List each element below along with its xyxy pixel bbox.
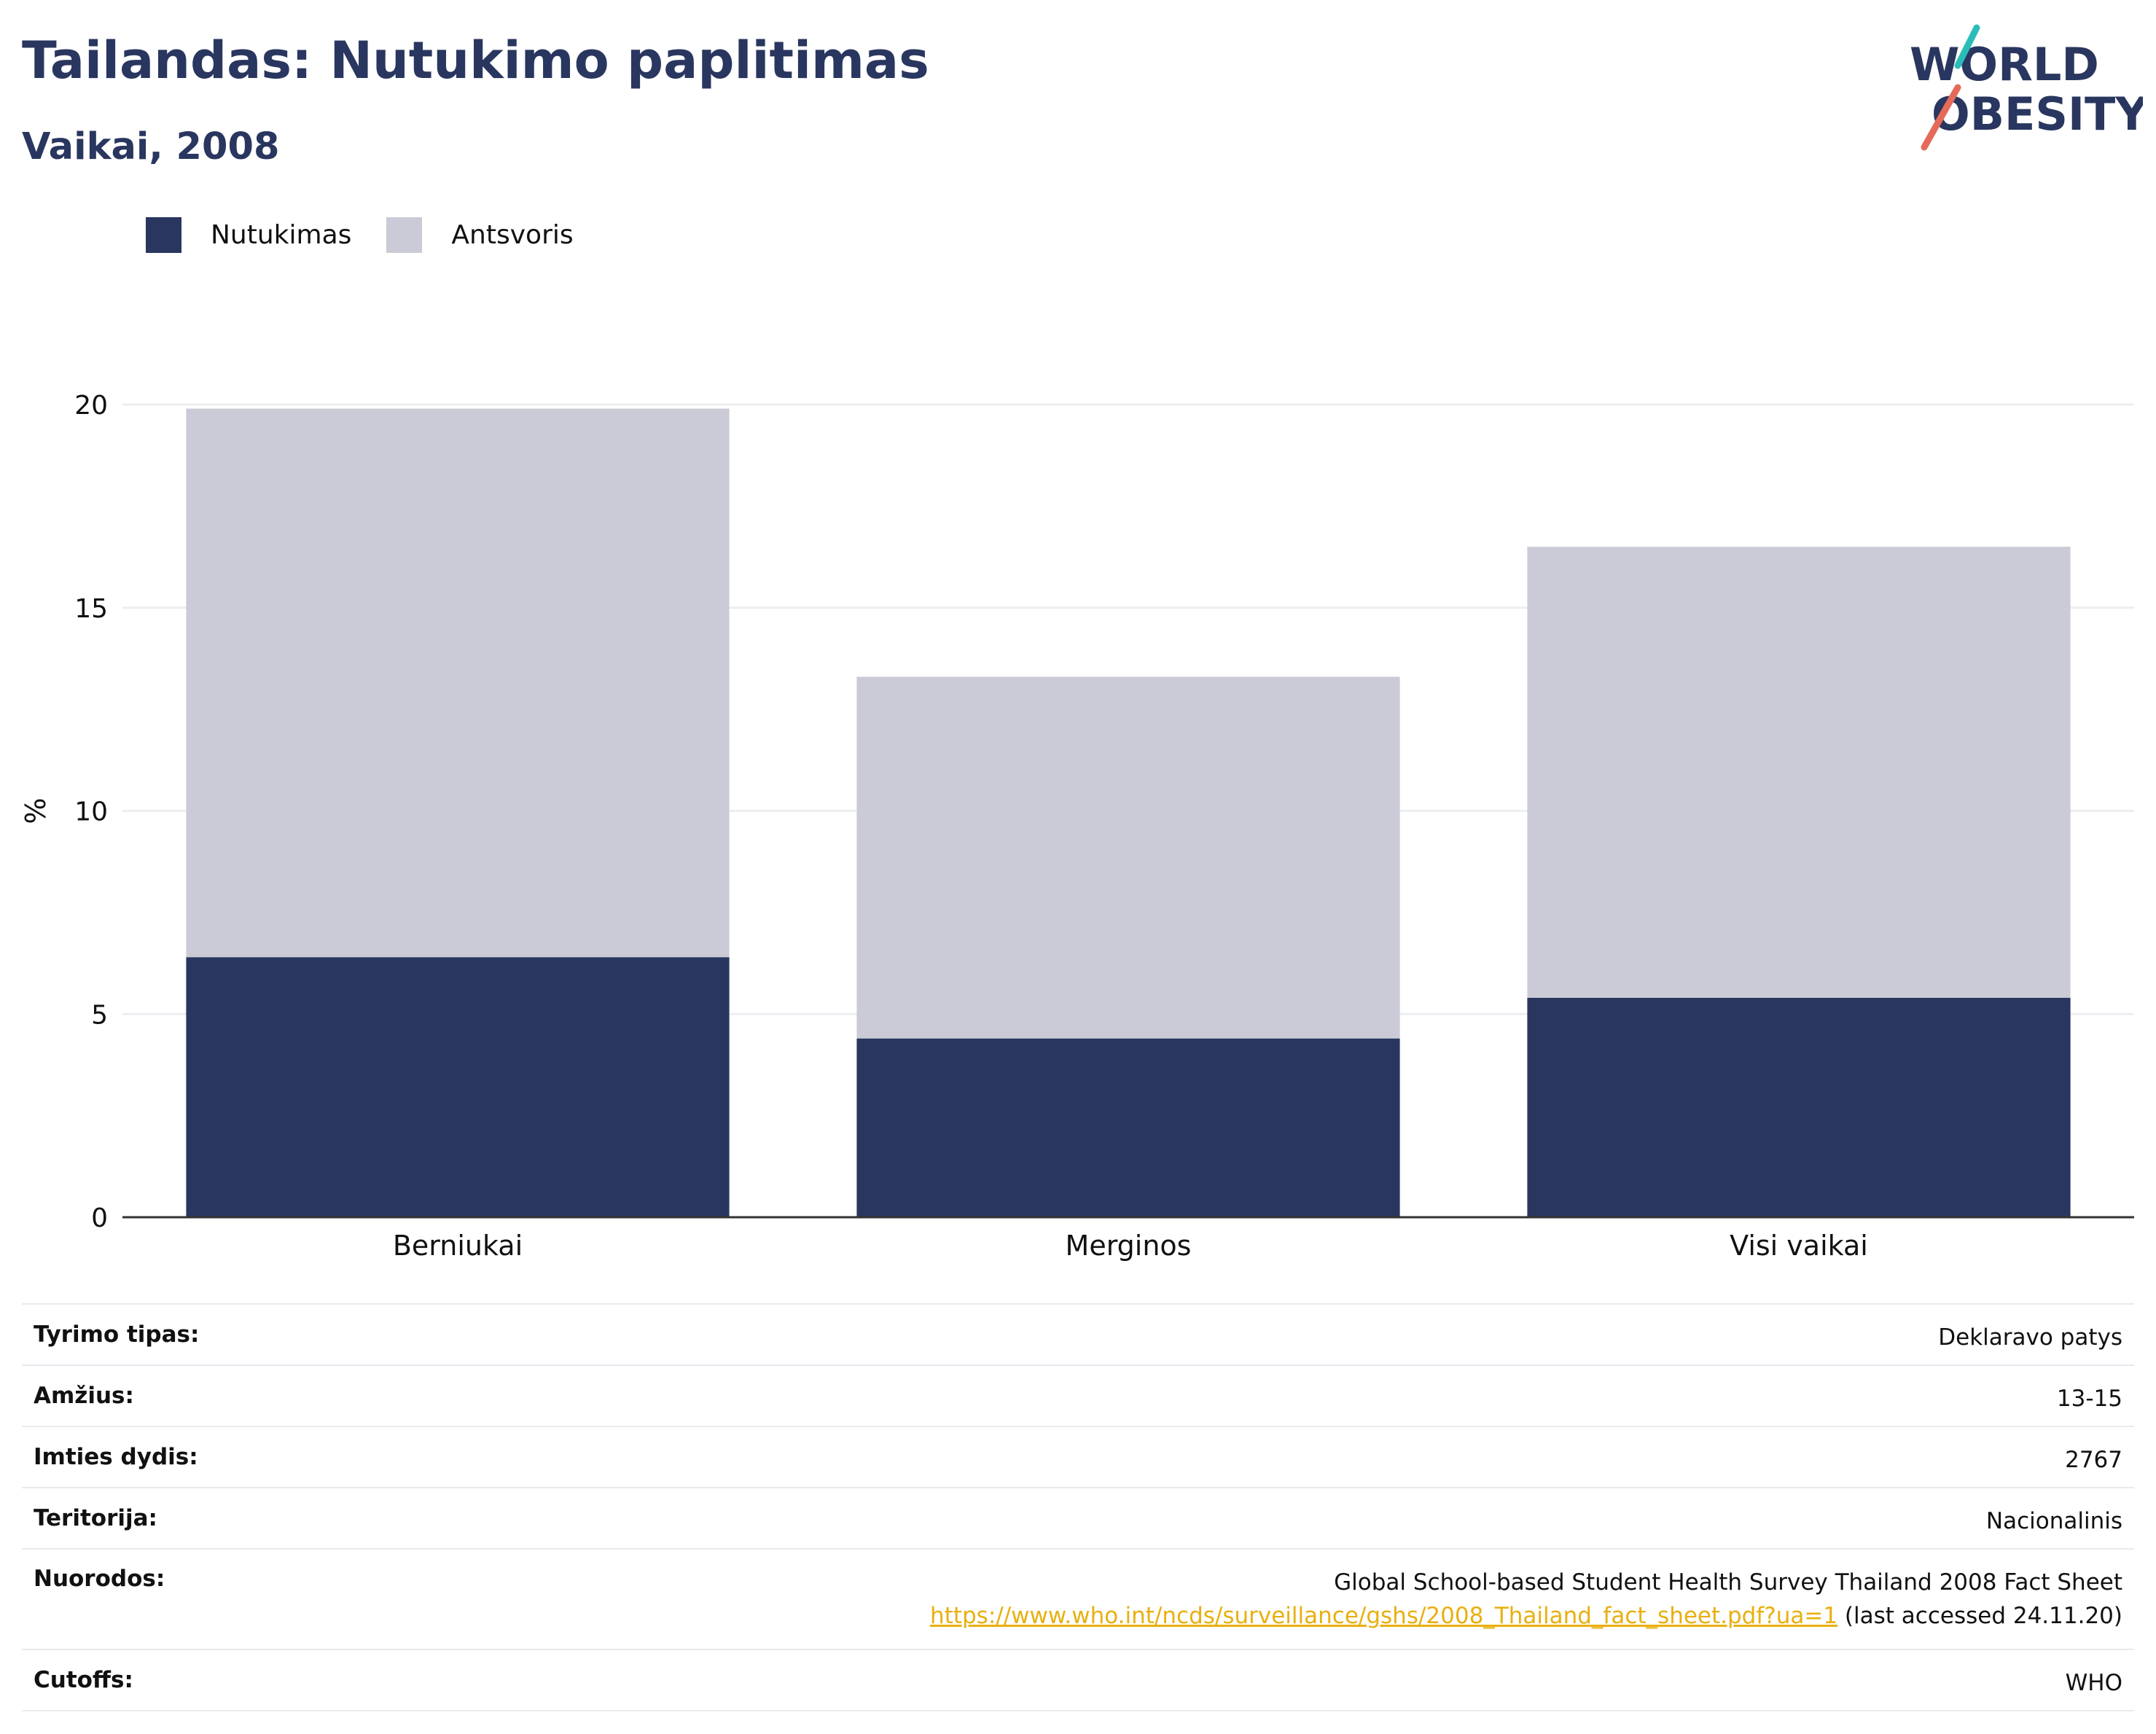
y-tick-label: 20 bbox=[74, 391, 108, 421]
info-value: Deklaravo patys bbox=[1938, 1324, 2122, 1351]
info-row-territory: Teritorija: Nacionalinis bbox=[22, 1487, 2134, 1548]
info-label: Nuorodos: bbox=[34, 1566, 165, 1592]
x-tick-label: Merginos bbox=[1066, 1230, 1192, 1262]
x-tick-label: Berniukai bbox=[393, 1230, 523, 1262]
info-row-sample-size: Imties dydis: 2767 bbox=[22, 1426, 2134, 1487]
references-value: Global School-based Student Health Surve… bbox=[930, 1566, 2122, 1633]
logo-slash-teal bbox=[1954, 24, 1980, 69]
reference-text: Global School-based Student Health Surve… bbox=[1334, 1569, 2122, 1596]
info-label: Cutoffs: bbox=[34, 1667, 133, 1693]
y-tick-label: 0 bbox=[91, 1203, 108, 1233]
chart-subtitle: Vaikai, 2008 bbox=[22, 125, 280, 168]
y-tick-label: 10 bbox=[74, 797, 108, 827]
reference-suffix: (last accessed 24.11.20) bbox=[1844, 1603, 2122, 1629]
logo-slash-coral bbox=[1921, 84, 1961, 151]
bar-overweight-1 bbox=[856, 676, 1400, 1039]
legend: Nutukimas Antsvoris bbox=[146, 217, 609, 253]
legend-swatch-overweight bbox=[386, 217, 423, 253]
info-value: 2767 bbox=[2065, 1447, 2122, 1473]
info-row-references: Nuorodos: Global School-based Student He… bbox=[22, 1548, 2134, 1649]
bar-obesity-2 bbox=[1527, 997, 2071, 1217]
legend-swatch-obesity bbox=[146, 217, 181, 253]
world-obesity-logo: WORLD OBESITY bbox=[1910, 24, 2143, 151]
logo-line2: OBESITY bbox=[1932, 87, 2143, 141]
survey-info-table: Tyrimo tipas: Deklaravo patys Amžius: 13… bbox=[22, 1303, 2134, 1711]
info-row-cutoffs: Cutoffs: WHO bbox=[22, 1649, 2134, 1711]
logo-line1: WORLD bbox=[1910, 38, 2099, 91]
info-label: Amžius: bbox=[34, 1383, 134, 1409]
bar-obesity-1 bbox=[856, 1038, 1400, 1217]
info-label: Imties dydis: bbox=[34, 1444, 198, 1470]
legend-label-obesity: Nutukimas bbox=[211, 220, 352, 250]
bar-overweight-0 bbox=[186, 408, 730, 958]
reference-link[interactable]: https://www.who.int/ncds/surveillance/gs… bbox=[930, 1603, 1838, 1629]
info-label: Teritorija: bbox=[34, 1505, 157, 1531]
info-value: WHO bbox=[2065, 1670, 2122, 1696]
bar-obesity-0 bbox=[186, 957, 730, 1217]
y-tick-label: 15 bbox=[74, 594, 108, 624]
info-value: 13-15 bbox=[2056, 1386, 2122, 1412]
bar-overweight-2 bbox=[1527, 547, 2071, 998]
y-axis-label: % bbox=[20, 797, 52, 824]
chart-title: Tailandas: Nutukimo paplitimas bbox=[22, 31, 929, 90]
x-tick-label: Visi vaikai bbox=[1730, 1230, 1868, 1262]
legend-label-overweight: Antsvoris bbox=[451, 220, 574, 250]
info-row-age: Amžius: 13-15 bbox=[22, 1364, 2134, 1426]
info-row-survey-type: Tyrimo tipas: Deklaravo patys bbox=[22, 1303, 2134, 1364]
info-label: Tyrimo tipas: bbox=[34, 1321, 200, 1348]
stacked-bar-chart: 0 5 10 15 20% Berniukai Merginos Visi vaikai bbox=[20, 391, 2134, 1262]
legend-item-overweight[interactable]: Antsvoris bbox=[386, 217, 574, 253]
info-value: Nacionalinis bbox=[1985, 1508, 2122, 1534]
legend-item-obesity[interactable]: Nutukimas bbox=[146, 217, 351, 253]
y-tick-label: 5 bbox=[91, 1000, 108, 1030]
